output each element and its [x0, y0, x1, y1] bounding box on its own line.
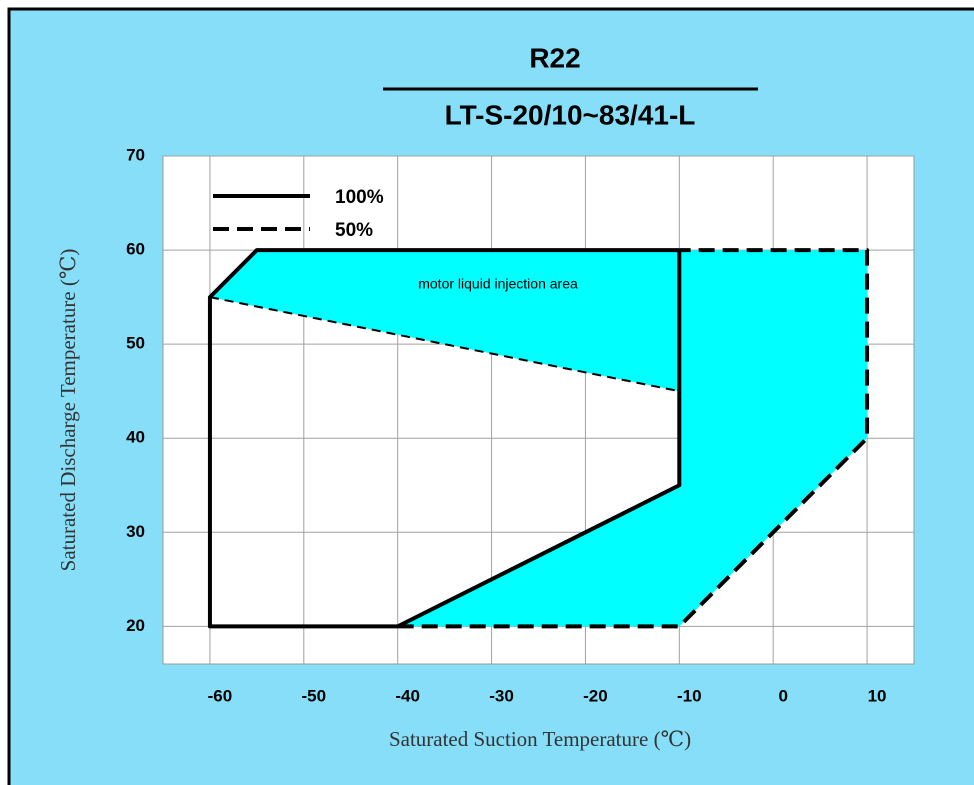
x-tick-label: -10	[677, 686, 702, 705]
x-axis-label: Saturated Suction Temperature (℃)	[389, 727, 691, 751]
y-tick-label: 30	[126, 522, 145, 541]
x-tick-label: -50	[302, 686, 327, 705]
annotation: motor liquid injection area	[418, 276, 578, 292]
chart-subtitle: LT-S-20/10~83/41-L	[445, 99, 696, 130]
x-tick-label: -30	[489, 686, 514, 705]
area	[209, 250, 680, 392]
y-tick-label: 50	[126, 334, 145, 353]
x-tick-label: -40	[395, 686, 420, 705]
area	[397, 250, 868, 627]
boundary-line	[209, 296, 680, 393]
x-tick-label: -20	[583, 686, 608, 705]
series-line	[397, 248, 870, 629]
x-tick-label: -60	[208, 686, 233, 705]
legend-label: 100%	[335, 187, 384, 208]
legend-label: 50%	[335, 220, 373, 241]
y-axis-label: Saturated Discharge Temperature (℃)	[56, 249, 80, 572]
y-tick-label: 20	[126, 616, 145, 635]
y-tick-label: 70	[126, 145, 145, 164]
y-tick-label: 60	[126, 240, 145, 259]
series-line	[207, 248, 682, 629]
x-tick-label: 10	[868, 686, 887, 705]
x-tick-label: 0	[778, 686, 787, 705]
chart-title: R22	[529, 42, 580, 73]
y-tick-label: 40	[126, 428, 145, 447]
